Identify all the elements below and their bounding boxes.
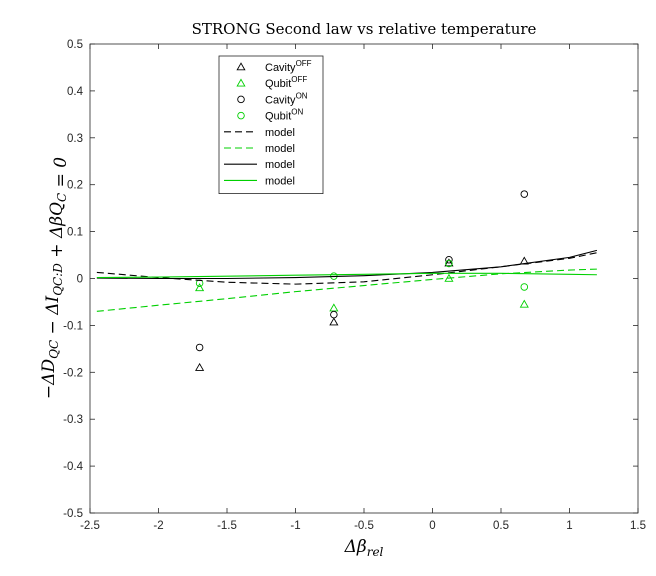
y-axis-label-part: + Δ	[47, 226, 67, 263]
y-tick-label: 0.2	[67, 180, 83, 192]
data-point	[520, 283, 529, 291]
legend-entry-name: model	[265, 159, 295, 171]
y-tick-label: 0.3	[67, 133, 83, 145]
legend-entry: model	[265, 143, 295, 155]
model-line	[96, 268, 597, 312]
y-axis-label-part: − Δ	[43, 303, 63, 340]
data-point	[195, 283, 205, 292]
series-2	[195, 190, 529, 352]
y-tick-label: -0.2	[63, 367, 83, 379]
legend-entry-name: Qubit	[265, 111, 291, 123]
legend-entry: model	[265, 175, 295, 187]
x-tick-label: 1.5	[630, 520, 646, 532]
data-point	[330, 310, 338, 319]
y-tick-label: 0	[77, 274, 83, 286]
legend-entry: model	[265, 127, 295, 139]
data-point	[195, 343, 204, 352]
legend-symbol	[237, 111, 245, 120]
data-point	[195, 362, 205, 371]
legend-marker	[236, 62, 246, 71]
legend: CavityOFFQubitOFFCavityONQubitONmodelmod…	[218, 55, 324, 195]
legend-entry: model	[265, 159, 295, 171]
y-tick-label: -0.3	[63, 414, 83, 426]
y-axis-label-part: I	[43, 296, 63, 304]
y-axis-label-sub: QC:D	[51, 263, 65, 296]
series-4	[96, 252, 598, 285]
legend-entry-name: Cavity	[265, 62, 296, 74]
y-tick-label: 0.4	[67, 86, 84, 98]
legend-entry-name: model	[265, 175, 295, 187]
x-axis-label-main: Δβ	[344, 537, 367, 557]
series-layer	[96, 190, 598, 371]
data-point	[445, 255, 453, 264]
model-line	[96, 272, 597, 279]
series-7	[96, 272, 597, 279]
data-point	[519, 299, 529, 308]
legend-marker	[237, 111, 245, 120]
y-axis-label: −ΔDQC − ΔIQC:D + ΔβQC = 0	[39, 157, 71, 399]
x-tick-label: -1	[290, 520, 300, 532]
legend-marker	[237, 95, 245, 104]
legend-entry-sup: ON	[291, 108, 303, 117]
model-line	[96, 249, 598, 280]
series-5	[96, 268, 597, 312]
legend-marker	[236, 78, 246, 87]
y-axis-label-part: D	[39, 359, 59, 374]
y-axis-label-part: βQ	[47, 202, 67, 227]
legend-symbol	[237, 95, 245, 104]
legend-entry-sup: ON	[296, 91, 308, 100]
x-tick-label: 1	[566, 520, 572, 532]
x-axis-label-sub: rel	[367, 545, 384, 559]
y-tick-label: -0.5	[63, 508, 83, 520]
chart-title: STRONG Second law vs relative temperatur…	[192, 20, 537, 38]
y-axis-label-sub: C	[55, 193, 69, 202]
x-tick-label: 0.5	[493, 520, 509, 532]
y-tick-label: -0.4	[63, 461, 83, 473]
y-tick-label: 0.5	[67, 39, 83, 51]
y-tick-label: 0.1	[67, 227, 83, 239]
x-tick-label: 0	[429, 520, 435, 532]
x-tick-label: -2.5	[80, 520, 100, 532]
x-tick-label: -0.5	[354, 520, 374, 532]
series-6	[96, 249, 598, 280]
legend-entry-sup: OFF	[296, 59, 312, 68]
legend-entry-sup: OFF	[291, 75, 307, 84]
y-axis-label-part: = 0	[51, 157, 71, 193]
legend-entry: QubitOFF	[265, 75, 307, 90]
x-tick-label: -1.5	[217, 520, 237, 532]
legend-symbol	[236, 78, 246, 87]
data-point	[445, 259, 453, 268]
x-tick-label: -2	[153, 520, 163, 532]
x-axis-label: Δβrel	[344, 537, 384, 559]
ticks-layer: -2.5 -2 -1.5 -1 -0.5 0 0.5 1 1.5 -0.5 -0.4 -0.3 -0.2…	[63, 39, 646, 532]
legend-entry-name: model	[265, 127, 295, 139]
data-point	[329, 317, 339, 326]
legend-entry: CavityOFF	[265, 59, 312, 74]
y-tick-label: -0.1	[63, 320, 83, 332]
legend-box	[218, 55, 324, 195]
y-axis-label-part: −Δ	[39, 373, 59, 400]
data-point	[520, 190, 529, 198]
model-line	[96, 252, 598, 285]
legend-entry-name: model	[265, 143, 295, 155]
legend-symbol	[236, 62, 246, 71]
legend-entry: QubitON	[265, 108, 304, 123]
y-axis-label-sub: QC	[47, 340, 61, 359]
legend-entry-name: Cavity	[265, 94, 296, 106]
legend-entry-name: Qubit	[265, 78, 291, 90]
legend-entry: CavityON	[265, 91, 308, 106]
